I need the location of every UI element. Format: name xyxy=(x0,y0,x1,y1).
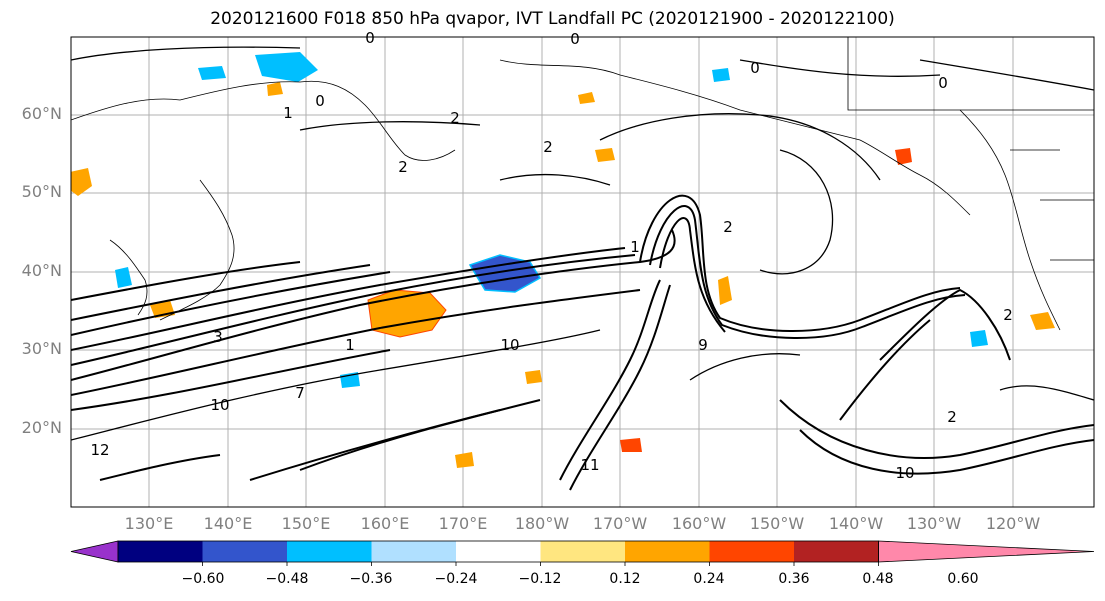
contour-label: 10 xyxy=(500,336,519,354)
contour-label: 12 xyxy=(90,441,109,459)
colorbar-tick-label: −0.12 xyxy=(518,571,562,587)
anomaly-patch-north-2 xyxy=(595,148,615,162)
contour-label: 2 xyxy=(1003,306,1013,324)
contour-label: 1 xyxy=(345,336,355,354)
anomaly-patch-south xyxy=(620,438,642,452)
lon-label-130e: 130°E xyxy=(124,514,174,533)
contour-label: 11 xyxy=(580,456,599,474)
contour-label: 2 xyxy=(543,138,553,156)
anomaly-patch-central-pacific xyxy=(367,289,447,338)
contour-label: 1 xyxy=(630,238,640,256)
colorbar-tick-label: −0.36 xyxy=(349,571,393,587)
colorbar-tick-label: 0.36 xyxy=(778,571,810,587)
colorbar-segment xyxy=(456,541,541,562)
colorbar-tick-label: −0.60 xyxy=(181,571,225,587)
contour-label: 0 xyxy=(570,30,580,48)
colorbar-tick-label: 0.24 xyxy=(693,571,725,587)
contour-label: 2 xyxy=(947,408,957,426)
lat-label-40n: 40°N xyxy=(21,261,62,280)
contour-label: 2 xyxy=(450,109,460,127)
figure-title: 2020121600 F018 850 hPa qvapor, IVT Land… xyxy=(210,9,895,29)
map-content xyxy=(71,37,1094,491)
anomaly-patch-tropic-1 xyxy=(455,452,474,468)
contour-label: 0 xyxy=(315,92,325,110)
map-frame-border xyxy=(70,36,1095,508)
anomaly-patch-east xyxy=(1030,312,1055,330)
lon-label-180w: 180°W xyxy=(514,514,570,533)
contour-label: 3 xyxy=(213,328,223,346)
anomaly-patch-north-blue-3 xyxy=(712,68,730,82)
lon-label-170w: 170°W xyxy=(592,514,648,533)
contour-label: 0 xyxy=(750,59,760,77)
colorbar-segment xyxy=(371,541,456,562)
lon-label-150w: 150°W xyxy=(749,514,805,533)
coastlines xyxy=(71,37,1094,331)
colorbar-tick-label: 0.48 xyxy=(862,571,894,587)
thin-contours xyxy=(71,46,1094,441)
contour-label: 1 xyxy=(283,104,293,122)
colorbar-extend-high xyxy=(878,540,1095,563)
colorbar-tick-label: 0.12 xyxy=(609,571,641,587)
colorbar-segment xyxy=(709,541,794,562)
anomaly-patch-alaska xyxy=(895,148,912,165)
anomaly-patch-east-blue xyxy=(970,330,988,347)
colorbar-segment xyxy=(202,541,287,562)
anomaly-patch-tropic-2 xyxy=(525,370,542,384)
contour-label: 0 xyxy=(365,29,375,47)
anomaly-patch-north-blue-1 xyxy=(198,66,226,80)
contour-label: 10 xyxy=(210,396,229,414)
contour-label: 7 xyxy=(295,384,305,402)
positive-anomaly-patches xyxy=(71,82,1055,468)
ivt-contours xyxy=(71,194,1094,491)
colorbar xyxy=(70,540,1095,566)
anomaly-patch-japan-blue xyxy=(115,267,132,288)
lon-label-130w: 130°W xyxy=(906,514,962,533)
lon-label-170e: 170°E xyxy=(438,514,488,533)
colorbar-frame xyxy=(117,540,879,563)
colorbar-segment xyxy=(287,541,372,562)
anomaly-patch-kamchatka xyxy=(71,168,92,196)
colorbar-segment xyxy=(540,541,625,562)
lon-label-120w: 120°W xyxy=(985,514,1041,533)
contour-label: 9 xyxy=(698,336,708,354)
lat-label-30n: 30°N xyxy=(21,339,62,358)
contour-label: 2 xyxy=(398,158,408,176)
anomaly-patch-north-1 xyxy=(578,92,595,104)
lon-label-160w: 160°W xyxy=(671,514,727,533)
anomaly-patch-gulf xyxy=(718,276,732,305)
anomaly-patch-north-3 xyxy=(267,82,283,96)
colorbar-tick-label: 0.60 xyxy=(947,571,979,587)
lat-label-60n: 60°N xyxy=(21,104,62,123)
lat-label-50n: 50°N xyxy=(21,182,62,201)
colorbar-segment xyxy=(118,541,203,562)
colorbar-extend-low xyxy=(70,540,119,563)
contour-label: 2 xyxy=(723,218,733,236)
contour-label: 0 xyxy=(938,74,948,92)
colorbar-tick-label: −0.48 xyxy=(265,571,309,587)
colorbar-segment xyxy=(625,541,710,562)
anomaly-patch-north-blue-2 xyxy=(255,52,318,82)
lon-label-140e: 140°E xyxy=(203,514,253,533)
lon-label-150e: 150°E xyxy=(281,514,331,533)
lon-label-140w: 140°W xyxy=(828,514,884,533)
colorbar-tick-label: −0.24 xyxy=(434,571,478,587)
contour-label: 10 xyxy=(895,464,914,482)
lon-label-160e: 160°E xyxy=(360,514,410,533)
lat-label-20n: 20°N xyxy=(21,418,62,437)
colorbar-segment xyxy=(794,541,879,562)
